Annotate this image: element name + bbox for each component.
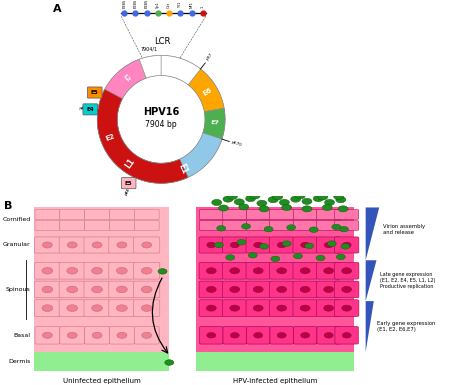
Circle shape <box>253 268 263 274</box>
FancyBboxPatch shape <box>246 326 270 344</box>
Circle shape <box>212 199 222 206</box>
Circle shape <box>268 197 278 203</box>
Circle shape <box>206 268 216 274</box>
FancyBboxPatch shape <box>60 220 85 231</box>
Circle shape <box>117 242 127 248</box>
FancyBboxPatch shape <box>270 237 294 253</box>
FancyBboxPatch shape <box>317 237 341 253</box>
Circle shape <box>342 333 351 338</box>
Circle shape <box>142 332 152 338</box>
FancyBboxPatch shape <box>85 220 109 231</box>
FancyBboxPatch shape <box>109 281 135 298</box>
FancyBboxPatch shape <box>270 300 294 316</box>
Circle shape <box>327 241 337 246</box>
Circle shape <box>254 242 263 248</box>
FancyBboxPatch shape <box>246 209 270 219</box>
Circle shape <box>302 206 312 212</box>
Circle shape <box>67 332 77 338</box>
Text: Late gene expression
(E1, E2, E4, E5, L1, L2)
Productive replication: Late gene expression (E1, E2, E4, E5, L1… <box>380 273 436 289</box>
Circle shape <box>316 255 325 261</box>
FancyBboxPatch shape <box>200 326 223 344</box>
FancyBboxPatch shape <box>199 237 223 253</box>
Circle shape <box>324 268 334 274</box>
FancyBboxPatch shape <box>317 209 341 219</box>
FancyBboxPatch shape <box>335 300 359 316</box>
Polygon shape <box>161 55 201 85</box>
FancyBboxPatch shape <box>87 87 102 98</box>
Text: LCR: LCR <box>155 37 171 46</box>
Circle shape <box>342 268 352 274</box>
Circle shape <box>334 193 344 199</box>
Text: B: B <box>4 201 12 211</box>
Circle shape <box>42 305 53 311</box>
FancyBboxPatch shape <box>270 263 294 279</box>
Circle shape <box>324 333 333 338</box>
FancyBboxPatch shape <box>293 221 317 230</box>
Text: 7904/1: 7904/1 <box>141 46 158 51</box>
Text: HPV16: HPV16 <box>143 107 179 117</box>
Circle shape <box>257 200 267 206</box>
FancyBboxPatch shape <box>59 281 85 298</box>
Circle shape <box>277 242 286 248</box>
Circle shape <box>42 286 53 293</box>
Circle shape <box>207 333 216 338</box>
Circle shape <box>342 305 352 311</box>
Circle shape <box>117 286 128 293</box>
Bar <box>34 260 169 319</box>
Text: L1: L1 <box>124 157 137 170</box>
Circle shape <box>295 193 305 199</box>
Circle shape <box>234 199 244 205</box>
Circle shape <box>206 286 216 293</box>
Circle shape <box>142 242 152 248</box>
FancyBboxPatch shape <box>223 237 247 253</box>
FancyBboxPatch shape <box>109 209 134 219</box>
Circle shape <box>341 244 350 249</box>
Polygon shape <box>188 69 224 112</box>
Circle shape <box>273 194 283 200</box>
FancyBboxPatch shape <box>59 300 85 316</box>
Text: pAE: pAE <box>124 186 131 196</box>
FancyBboxPatch shape <box>335 237 359 253</box>
FancyBboxPatch shape <box>134 281 160 298</box>
Circle shape <box>253 305 263 311</box>
Circle shape <box>259 206 269 212</box>
Circle shape <box>336 197 346 203</box>
Text: E2BS: E2BS <box>145 0 149 8</box>
Polygon shape <box>365 301 374 352</box>
Text: Basal: Basal <box>14 333 31 338</box>
FancyBboxPatch shape <box>134 209 159 219</box>
FancyBboxPatch shape <box>293 326 317 344</box>
Circle shape <box>277 268 287 274</box>
Circle shape <box>277 286 287 293</box>
Text: Spinous: Spinous <box>6 287 31 292</box>
Text: Sp1: Sp1 <box>156 1 160 8</box>
FancyBboxPatch shape <box>223 281 247 298</box>
Circle shape <box>282 204 292 211</box>
FancyBboxPatch shape <box>270 281 294 298</box>
Bar <box>34 230 169 260</box>
FancyBboxPatch shape <box>84 263 110 279</box>
FancyBboxPatch shape <box>34 300 61 316</box>
Circle shape <box>342 242 351 248</box>
Circle shape <box>43 332 52 338</box>
Circle shape <box>305 243 314 249</box>
Circle shape <box>337 254 346 260</box>
FancyBboxPatch shape <box>293 300 318 316</box>
FancyBboxPatch shape <box>223 326 246 344</box>
Circle shape <box>313 196 323 202</box>
Text: pAE: pAE <box>78 106 87 111</box>
FancyBboxPatch shape <box>246 221 270 230</box>
Circle shape <box>230 268 240 274</box>
Text: E2: E2 <box>105 133 116 142</box>
Circle shape <box>242 224 251 229</box>
Text: HPV-infected epithelium: HPV-infected epithelium <box>233 378 318 383</box>
FancyBboxPatch shape <box>293 237 318 253</box>
Circle shape <box>226 255 235 260</box>
FancyBboxPatch shape <box>317 300 341 316</box>
Circle shape <box>117 305 128 311</box>
Circle shape <box>338 206 348 212</box>
Text: Early gene expression
(E1, E2, E6,E7): Early gene expression (E1, E2, E6,E7) <box>377 321 436 332</box>
Text: E1: E1 <box>177 162 189 175</box>
Text: E5: E5 <box>125 181 132 186</box>
Polygon shape <box>365 208 379 260</box>
